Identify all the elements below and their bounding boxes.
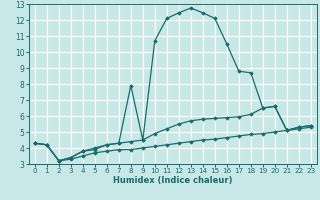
X-axis label: Humidex (Indice chaleur): Humidex (Indice chaleur) [113,176,233,185]
